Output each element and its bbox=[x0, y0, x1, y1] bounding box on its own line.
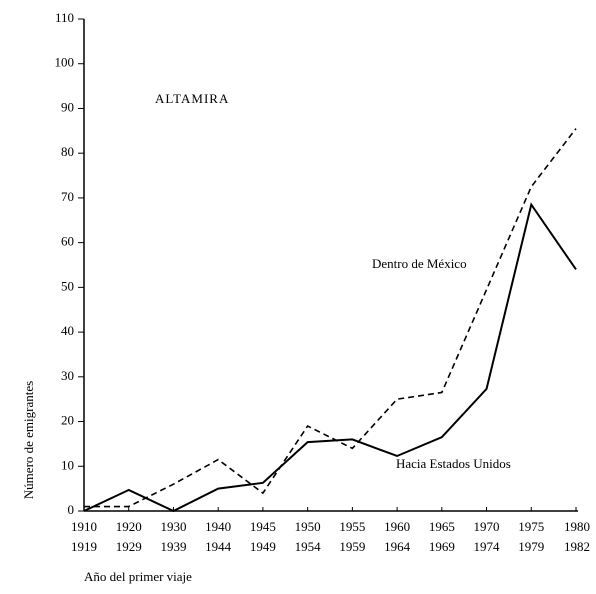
x-tick-label: 1939 bbox=[160, 539, 186, 554]
y-tick-label: 60 bbox=[61, 234, 74, 249]
x-tick-label: 1974 bbox=[474, 539, 501, 554]
annotation: ALTAMIRA bbox=[155, 91, 229, 106]
x-tick-label: 1949 bbox=[250, 539, 276, 554]
x-tick-label: 1982 bbox=[564, 539, 590, 554]
y-tick-label: 90 bbox=[61, 99, 74, 114]
data-line bbox=[83, 202, 577, 513]
x-axis-label: Año del primer viaje bbox=[84, 569, 192, 584]
y-tick-label: 20 bbox=[61, 413, 74, 428]
x-tick-label: 1960 bbox=[384, 519, 410, 534]
y-tick-label: 10 bbox=[61, 457, 74, 472]
x-tick-label: 1965 bbox=[429, 519, 455, 534]
y-tick-label: 80 bbox=[61, 144, 74, 159]
x-tick-label: 1930 bbox=[160, 519, 186, 534]
x-tick-label: 1944 bbox=[205, 539, 232, 554]
x-tick-label: 1964 bbox=[384, 539, 411, 554]
y-tick-label: 0 bbox=[68, 502, 75, 517]
y-tick-label: 40 bbox=[61, 323, 74, 338]
series-label: Dentro de México bbox=[372, 256, 467, 271]
x-tick-label: 1954 bbox=[295, 539, 322, 554]
y-tick-label: 50 bbox=[61, 278, 74, 293]
x-tick-label: 1945 bbox=[250, 519, 276, 534]
x-tick-label: 1910 bbox=[71, 519, 97, 534]
x-tick-label: 1929 bbox=[116, 539, 142, 554]
x-tick-label: 1920 bbox=[116, 519, 142, 534]
y-tick-label: 30 bbox=[61, 368, 74, 383]
x-tick-label: 1959 bbox=[339, 539, 365, 554]
x-tick-label: 1969 bbox=[429, 539, 455, 554]
x-tick-label: 1970 bbox=[474, 519, 500, 534]
x-tick-label: 1940 bbox=[205, 519, 231, 534]
y-axis-label: Número de emigrantes bbox=[21, 381, 36, 499]
x-tick-label: 1955 bbox=[339, 519, 365, 534]
x-tick-label: 1979 bbox=[518, 539, 544, 554]
x-tick-label: 1919 bbox=[71, 539, 97, 554]
y-tick-label: 70 bbox=[61, 189, 74, 204]
y-tick-label: 100 bbox=[55, 55, 75, 70]
x-tick-label: 1980 bbox=[564, 519, 590, 534]
x-tick-label: 1975 bbox=[518, 519, 544, 534]
x-tick-label: 1950 bbox=[295, 519, 321, 534]
series-label: Hacia Estados Unidos bbox=[396, 456, 511, 471]
y-tick-label: 110 bbox=[55, 10, 74, 25]
data-line bbox=[84, 128, 577, 508]
